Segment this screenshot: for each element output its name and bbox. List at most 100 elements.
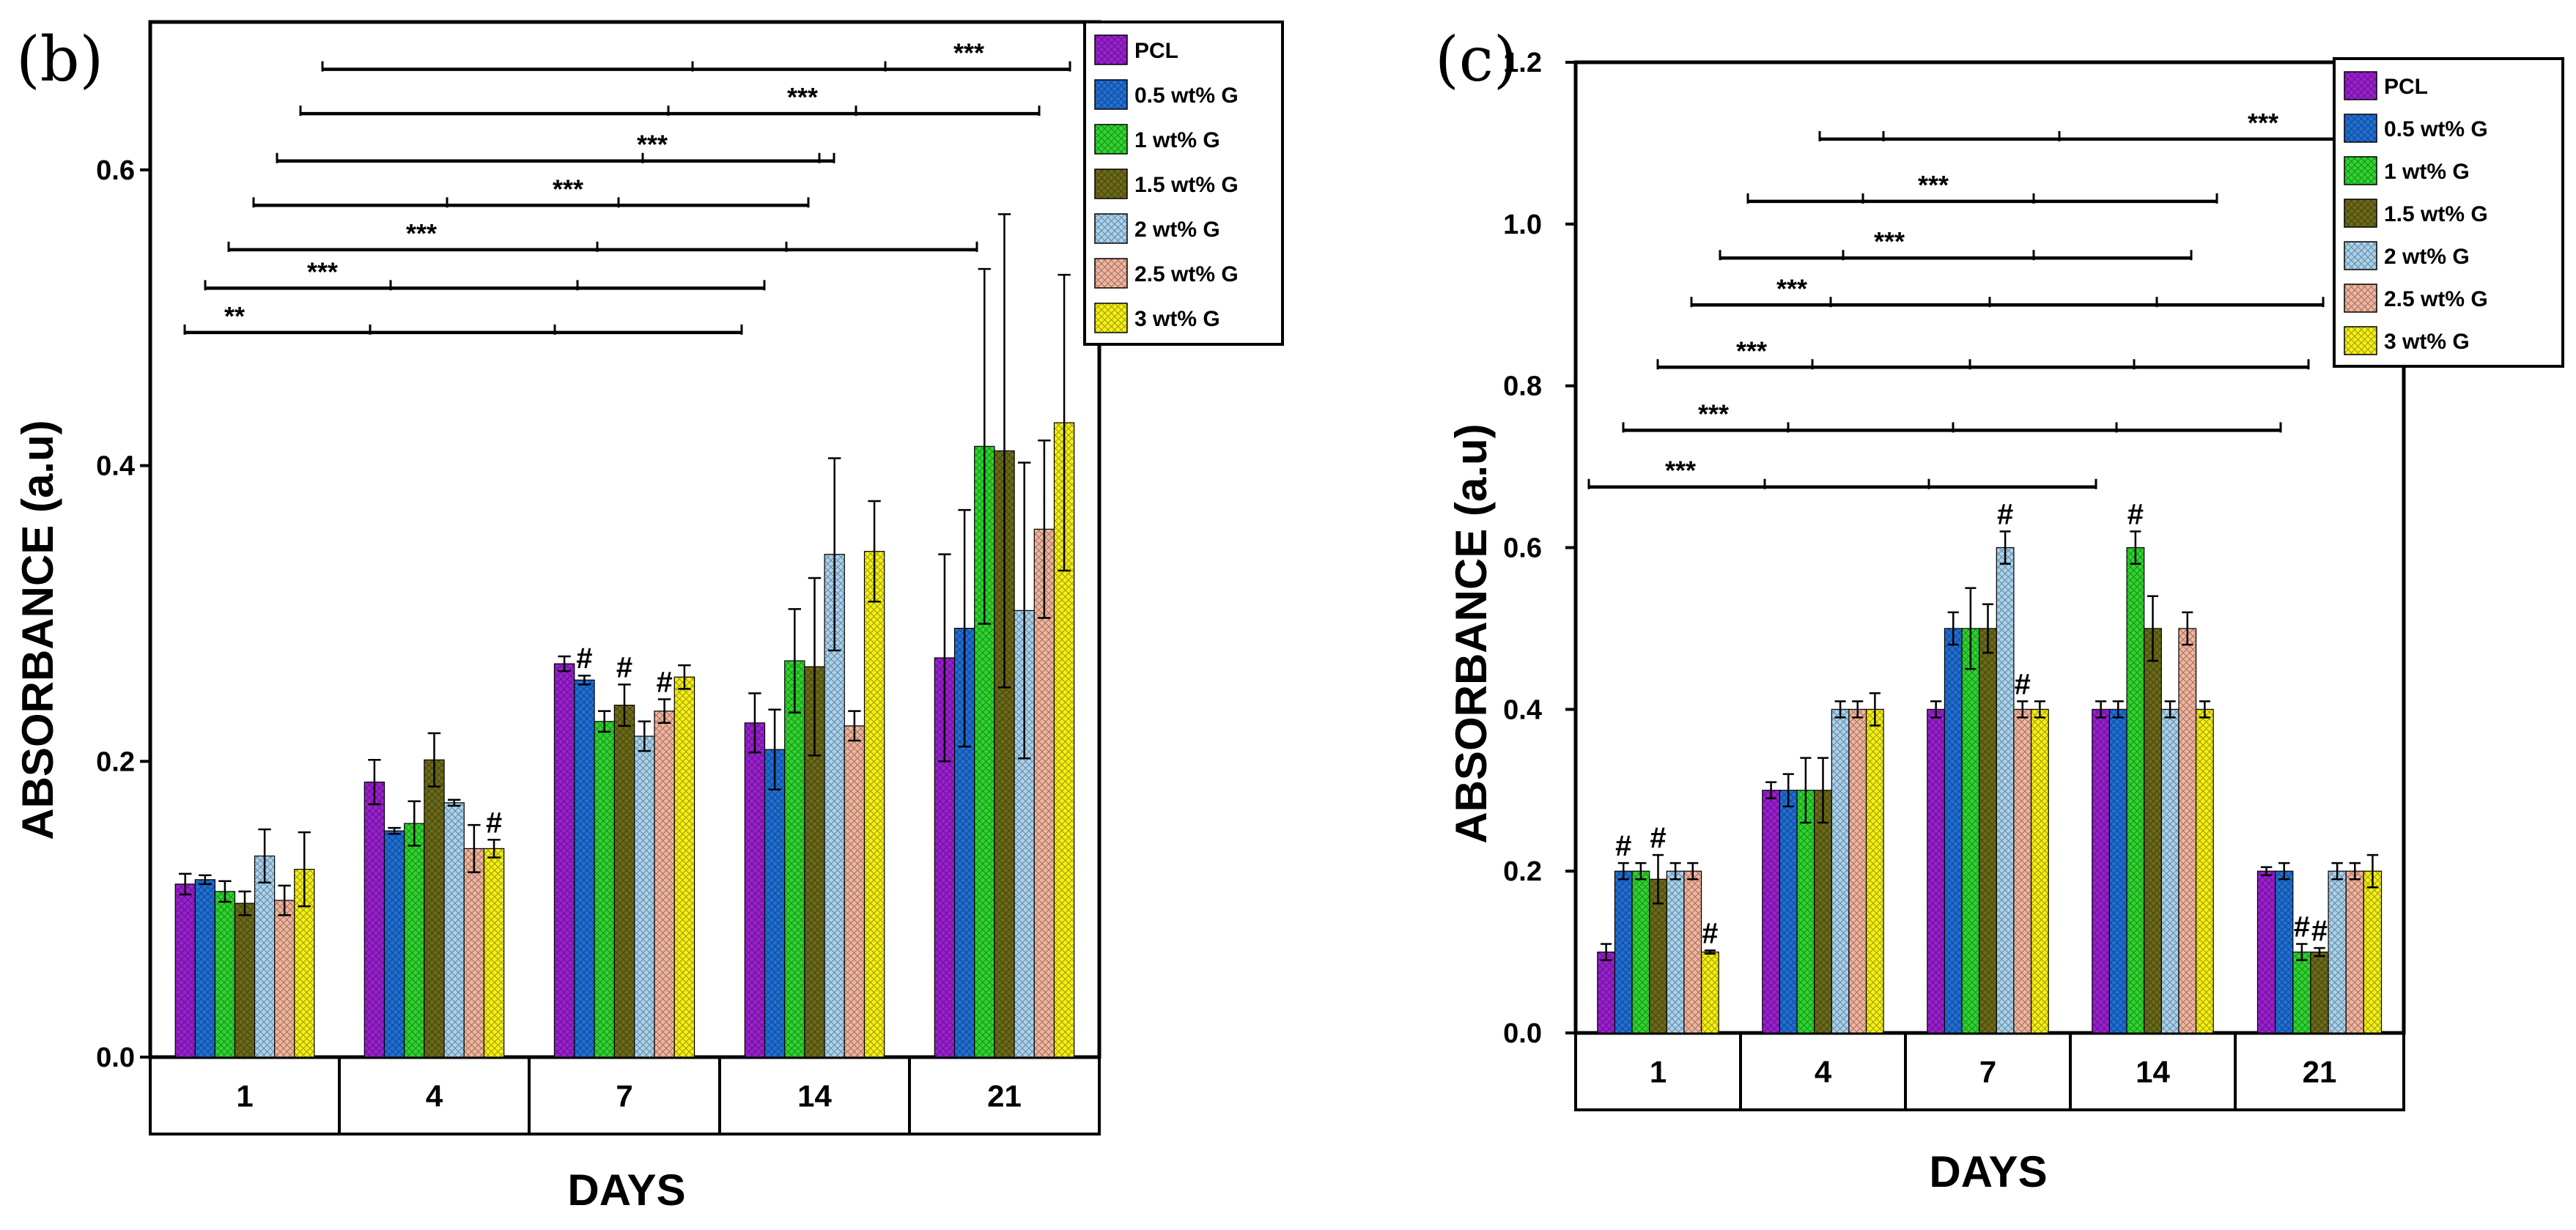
panel-b-bar-hatch — [634, 736, 654, 1057]
panel-b-bar-group — [1033, 440, 1055, 1058]
panel-b-bar-hatch — [384, 831, 405, 1057]
panel-c-bar-hatch — [2310, 952, 2329, 1033]
panel-c-legend-swatch-hatch — [2344, 242, 2377, 270]
panel-c-hash-mark: # — [1615, 830, 1631, 862]
panel-b-bar-hatch — [254, 856, 275, 1057]
panel-c-hash-mark: # — [2311, 915, 2328, 947]
panel-c-significance-bracket: *** — [1719, 226, 2193, 261]
panel-b-legend-swatch-hatch — [1095, 303, 1127, 333]
panel-c-bar-hatch — [2092, 709, 2110, 1033]
panel-c-bar-group — [1614, 862, 1633, 1034]
panel-b-bar-group — [824, 457, 845, 1058]
panel-c-bar-hatch — [2275, 871, 2293, 1033]
panel-c-bar-group — [2160, 700, 2180, 1034]
panel-b-significance-label: *** — [787, 82, 818, 112]
panel-b-bar-hatch — [594, 721, 615, 1057]
panel-c-significance-bracket: *** — [1818, 108, 2380, 141]
panel-b-legend: PCL 0.5 wt% G 1 wt% G 1.5 wt% G 2 wt% G 2.5 w… — [1083, 21, 1284, 346]
panel-c-significance-label: *** — [1918, 170, 1949, 200]
panel-c-bar-hatch — [1667, 871, 1684, 1033]
panel-c-bar-hatch — [1632, 871, 1650, 1033]
panel-b-bar-hatch — [175, 883, 196, 1057]
panel-b-bar-group — [483, 839, 505, 1058]
panel-c-bar-group — [1944, 611, 1963, 1034]
panel-c-bar-group — [2328, 862, 2347, 1034]
panel-c-category-label: 7 — [1979, 1055, 1996, 1089]
panel-c-y-tick-label: 0.8 — [1503, 371, 1542, 402]
panel-c-hash-mark: # — [1702, 917, 1718, 949]
panel-c-legend-swatch-hatch — [2344, 72, 2377, 100]
panel-b-significance-label: *** — [406, 218, 437, 248]
panel-c-bar-hatch — [1779, 790, 1798, 1033]
panel-c-category-label: 4 — [1815, 1055, 1832, 1089]
panel-b-bar-group — [934, 553, 956, 1058]
panel-c-significance-bracket: *** — [1587, 456, 2097, 489]
panel-c-bar-group — [2345, 862, 2364, 1034]
panel-b-significance-label: *** — [553, 174, 583, 204]
panel-c-bar-group — [1814, 757, 1832, 1034]
panel-b-y-tick-label: 0.2 — [96, 746, 135, 777]
panel-b-legend-label: 1 wt% G — [1134, 128, 1220, 152]
panel-c-y-tick-label: 0.4 — [1503, 694, 1542, 725]
panel-b-legend-label: 2 wt% G — [1134, 218, 1220, 242]
panel-c-bar-group — [2013, 700, 2032, 1034]
panel-b-bar-group — [784, 608, 805, 1058]
panel-c-bar-hatch — [2363, 871, 2382, 1033]
panel-c-bar-hatch — [1927, 709, 1945, 1033]
panel-c-y-tick-label: 0.0 — [1503, 1018, 1542, 1049]
panel-c-significance-bracket: *** — [1690, 273, 2325, 308]
panel-c-legend-label: 0.5 wt% G — [2384, 117, 2488, 141]
panel-b-y-axis-title: ABSORBANCE (a.u) — [13, 420, 62, 840]
panel-b-bar-group — [553, 655, 575, 1058]
panel-b-significance-bracket: *** — [321, 38, 1071, 72]
panel-c-bar-hatch — [2346, 871, 2364, 1033]
panel-b-plot-area: 0.00.20.40.61 4 7 14 21## # #*****************… — [96, 20, 1284, 1135]
panel-b-significance-label: *** — [637, 130, 668, 160]
panel-b-bar-group — [574, 674, 595, 1058]
panel-c-legend-label: 1 wt% G — [2384, 160, 2470, 184]
panel-b-bar-hatch — [424, 760, 445, 1057]
panel-c-label: (c) — [1435, 23, 1518, 95]
panel-c-bar-group — [2256, 866, 2276, 1034]
panel-c-significance-label: *** — [1736, 336, 1767, 366]
panel-b-y-tick-label: 0.6 — [96, 155, 135, 186]
panel-b-bar-group — [974, 267, 995, 1058]
panel-c-bar-hatch — [1944, 628, 1963, 1033]
panel-c-bar-hatch — [1597, 952, 1615, 1033]
panel-b-bar-hatch — [574, 680, 595, 1057]
panel-c-bar-group — [1700, 949, 1719, 1034]
panel-c-bar-hatch — [2109, 709, 2127, 1033]
panel-b-x-axis-title: DAYS — [567, 1166, 685, 1215]
panel-b-y-tick-label: 0.4 — [96, 451, 135, 482]
panel-c-hash-mark: # — [1997, 498, 2013, 530]
panel-c-bar-hatch — [1649, 879, 1667, 1033]
panel-b-bar-group — [953, 508, 975, 1058]
panel-b-significance-bracket: *** — [299, 82, 1041, 116]
panel-b-bar-hatch — [464, 848, 484, 1057]
panel-c-bar-hatch — [2013, 709, 2031, 1033]
panel-c-significance-label: *** — [1665, 456, 1696, 486]
panel-b-significance-bracket: ** — [183, 301, 743, 335]
panel-b-bar-group — [994, 213, 1015, 1058]
panel-c-bar-group — [1865, 692, 1884, 1034]
panel-b-bar-group — [1014, 462, 1035, 1058]
panel-b-bar-hatch — [235, 903, 255, 1057]
panel-c-y-axis-title: ABSORBANCE (a.u) — [1447, 423, 1496, 843]
panel-c-bar-hatch — [1683, 871, 1702, 1033]
panel-c-bar-hatch — [2178, 628, 2196, 1033]
panel-c-hash-mark: # — [2015, 668, 2031, 700]
panel-b-bar-group — [274, 884, 295, 1058]
panel-c-bar-hatch — [2161, 709, 2179, 1033]
panel-c-bar-hatch — [1996, 547, 2014, 1033]
panel-b-bar-hatch — [674, 677, 695, 1057]
panel-c-category-label: 14 — [2136, 1055, 2170, 1089]
panel-c-hash-mark: # — [2127, 498, 2144, 530]
panel-c-y-tick-label: 0.2 — [1503, 856, 1542, 887]
panel-c-bar-group — [1796, 757, 1815, 1034]
panel-b-bar-group — [404, 800, 425, 1058]
panel-b-bar-group — [863, 500, 885, 1058]
panel-c-legend-swatch-hatch — [2344, 199, 2377, 227]
panel-b-chart: (b) ABSORBANCE (a.u) DAYS 0.00.20.40.61 4… — [13, 20, 1284, 1215]
panel-c-significance-bracket: *** — [1656, 336, 2310, 370]
panel-b-bar-group — [424, 732, 445, 1058]
